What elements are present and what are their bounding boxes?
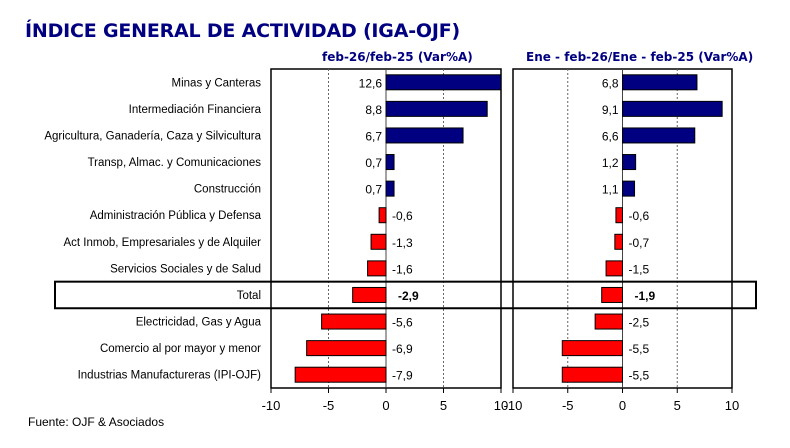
bar: [385, 180, 395, 197]
bar: [352, 286, 387, 303]
data-label: -0,7: [629, 236, 650, 250]
chart-title: ÍNDICE GENERAL DE ACTIVIDAD (IGA-OJF): [25, 20, 460, 42]
x-tick-label: 5: [440, 398, 447, 413]
bar: [622, 127, 696, 144]
data-label: 6,6: [602, 129, 619, 143]
bar: [615, 207, 623, 224]
x-tick-label: -10: [262, 398, 281, 413]
data-label: 8,8: [365, 103, 382, 117]
category-label: Act Inmob, Empresariales y de Alquiler: [63, 237, 261, 249]
category-label: Total: [237, 290, 261, 302]
bar: [306, 340, 387, 357]
bar: [594, 313, 623, 330]
data-label: 1,1: [602, 183, 619, 197]
category-label: Intermediación Financiera: [129, 104, 262, 116]
bar: [385, 74, 502, 91]
panel-feb26-feb25: -10 -5 0 5 10 12,6 8,8 6,7 0,7 0,7 -0,6 -1,3 -1,6 -2,…: [262, 68, 508, 413]
bar: [622, 154, 637, 171]
data-label: -5,5: [629, 342, 650, 356]
data-label: -7,9: [392, 369, 413, 383]
x-tick-label: 0: [619, 398, 626, 413]
category-label: Electricidad, Gas y Agua: [136, 317, 262, 329]
bar: [385, 127, 464, 144]
data-label: 12,6: [359, 76, 383, 90]
bar: [605, 260, 624, 277]
data-label: -5,5: [629, 369, 650, 383]
bar: [622, 180, 636, 197]
data-label: -2,5: [629, 316, 650, 330]
data-label: -0,6: [629, 209, 650, 223]
bar: [561, 366, 624, 383]
data-label: 0,7: [365, 183, 382, 197]
bar: [370, 233, 387, 250]
category-label: Transp, Almac. y Comunicaciones: [88, 157, 262, 169]
x-tick-label: 0: [382, 398, 389, 413]
bar: [385, 100, 488, 117]
bar: [622, 74, 698, 91]
data-label: 1,2: [602, 156, 619, 170]
bar: [385, 154, 395, 171]
data-label: 6,8: [602, 76, 619, 90]
data-label: -2,9: [398, 289, 419, 303]
data-label: -5,6: [392, 316, 413, 330]
data-label: -1,5: [629, 262, 650, 276]
category-label: Administración Pública y Defensa: [90, 210, 262, 222]
category-label: Construcción: [194, 184, 261, 196]
x-tick-label: 5: [674, 398, 681, 413]
data-label: -1,3: [392, 236, 413, 250]
category-label: Servicios Sociales y de Salud: [110, 263, 261, 275]
panel-ene-feb26: -10 -5 0 5 10 6,8 9,1 6,6 1,2 1,1 -0,6 -0,7 -1,5 -1,9…: [504, 68, 739, 413]
x-tick-label: 10: [494, 398, 508, 413]
bar: [378, 207, 387, 224]
bar: [321, 313, 387, 330]
category-labels: Minas y Canteras Intermediación Financier…: [44, 77, 261, 381]
bar: [294, 366, 387, 383]
data-label: 0,7: [365, 156, 382, 170]
left-panel-subtitle: feb-26/feb-25 (Var%A): [322, 50, 473, 64]
x-tick-label: -10: [504, 398, 523, 413]
x-tick-label: -5: [562, 398, 574, 413]
x-tick-label: 10: [725, 398, 739, 413]
bar: [614, 233, 624, 250]
source-note: Fuente: OJF & Asociados: [28, 415, 165, 429]
bar: [367, 260, 387, 277]
bar: [601, 286, 624, 303]
data-label: -1,6: [392, 262, 413, 276]
bar: [561, 340, 624, 357]
bar: [622, 100, 723, 117]
data-label: -1,9: [635, 289, 656, 303]
data-label: -6,9: [392, 342, 413, 356]
total-highlight-box: [54, 280, 757, 310]
data-label: -0,6: [392, 209, 413, 223]
data-label: 6,7: [365, 129, 382, 143]
right-panel-subtitle: Ene - feb-26/Ene - feb-25 (Var%A): [526, 50, 754, 64]
data-label: 9,1: [602, 103, 619, 117]
category-label: Comercio al por mayor y menor: [100, 343, 261, 355]
category-label: Agricultura, Ganadería, Caza y Silvicult…: [44, 130, 261, 142]
x-tick-label: -5: [323, 398, 335, 413]
category-label: Industrias Manufactureras (IPI-OJF): [78, 370, 262, 382]
category-label: Minas y Canteras: [172, 77, 262, 89]
